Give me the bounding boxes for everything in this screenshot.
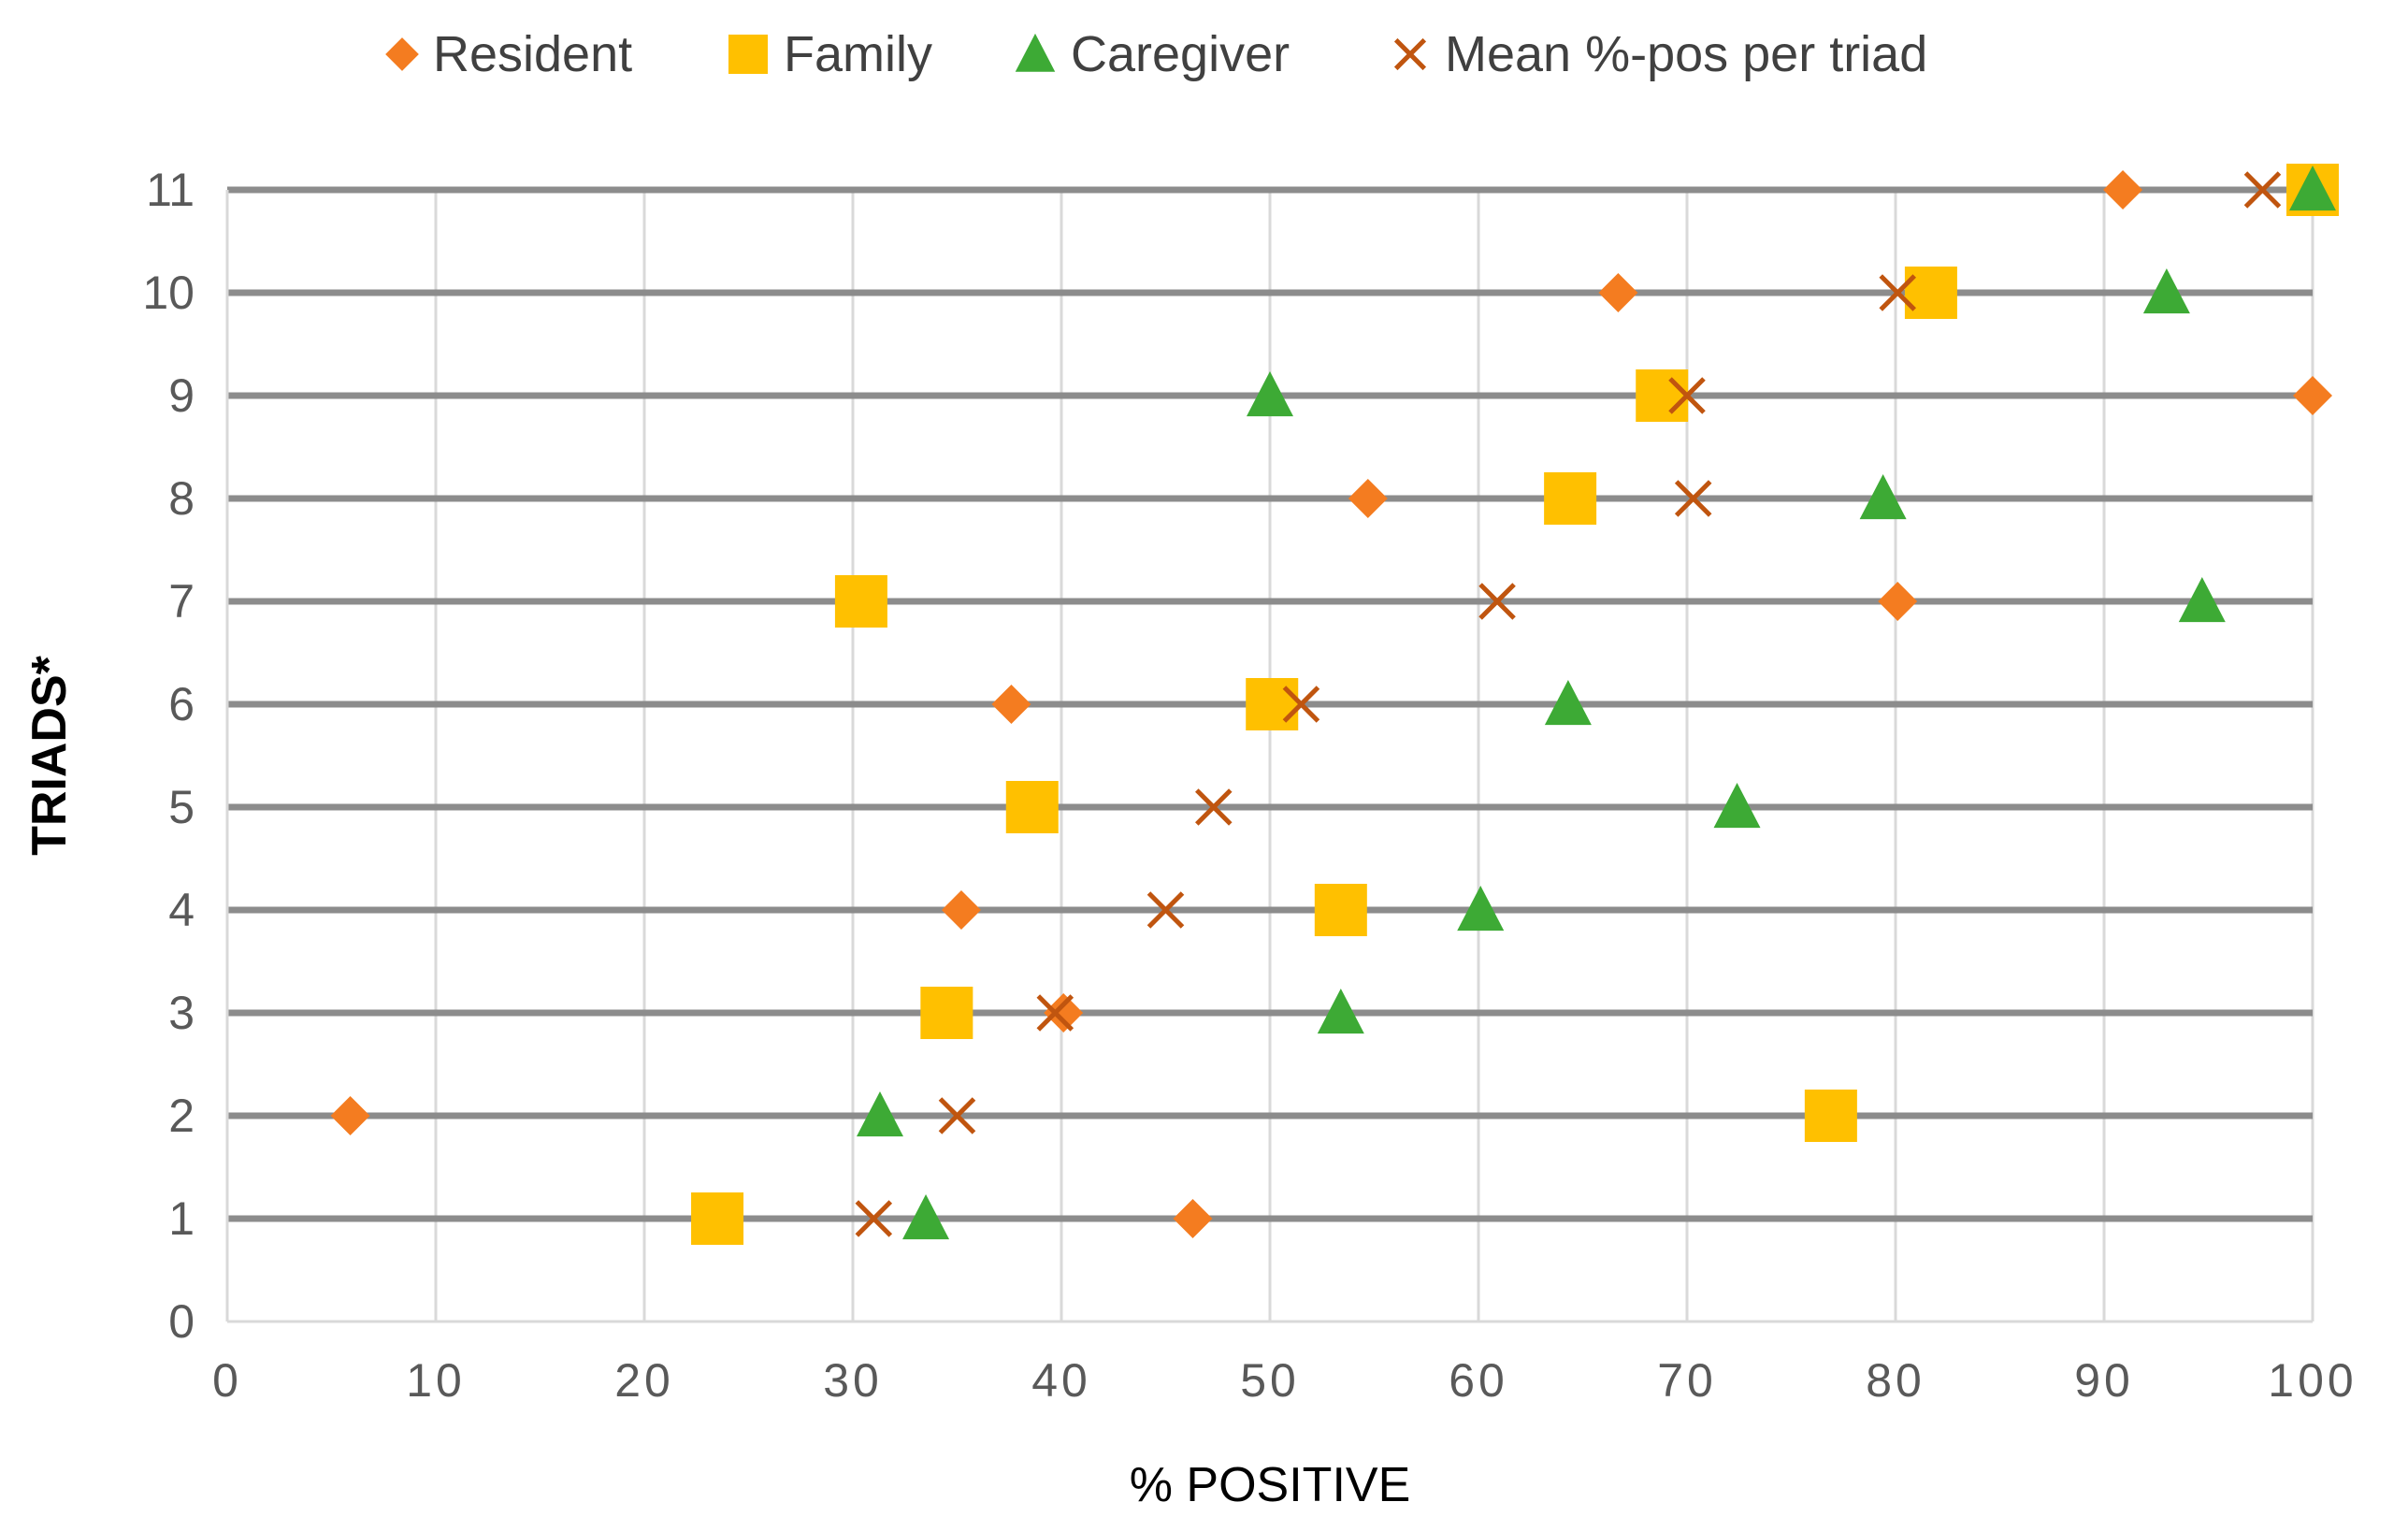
- data-point-square: [691, 1192, 744, 1245]
- x-axis-title: % POSITIVE: [1130, 1458, 1411, 1512]
- legend-entry: Caregiver: [1015, 26, 1290, 82]
- data-point-diamond: [330, 1096, 370, 1135]
- legend-label: Resident: [433, 26, 632, 82]
- data-point-x: [1478, 583, 1516, 620]
- y-tick-label: 1: [168, 1192, 195, 1245]
- data-point-triangle: [1247, 371, 1293, 417]
- series-x: [855, 171, 2282, 1237]
- data-point-triangle: [1713, 783, 1761, 829]
- y-tick-label: 10: [142, 267, 195, 319]
- y-axis-title: TRIADS*: [22, 655, 77, 856]
- legend-marker-square: [728, 35, 768, 74]
- data-point-x: [855, 1200, 893, 1237]
- x-tick-label: 80: [1866, 1354, 1925, 1407]
- data-point-square: [834, 575, 887, 628]
- data-point-diamond: [991, 685, 1031, 724]
- data-point-x: [1674, 480, 1712, 517]
- data-point-square: [1636, 369, 1689, 422]
- data-point-diamond: [1173, 1199, 1213, 1238]
- legend-marker-triangle: [1015, 33, 1056, 72]
- data-point-diamond: [1878, 582, 1918, 621]
- legend-label: Mean %-pos per triad: [1445, 26, 1927, 82]
- x-tick-label: 40: [1031, 1354, 1091, 1407]
- data-points: [330, 164, 2339, 1245]
- data-point-square: [1246, 678, 1299, 730]
- data-point-triangle: [2142, 268, 2190, 314]
- y-tick-label: 2: [168, 1090, 195, 1142]
- y-tick-label: 8: [168, 472, 195, 525]
- x-tick-label: 60: [1449, 1354, 1508, 1407]
- legend-marker-diamond: [385, 37, 419, 71]
- y-tick-label: 3: [168, 987, 195, 1039]
- data-point-x: [1036, 994, 1074, 1032]
- data-point-triangle: [2289, 166, 2336, 211]
- x-tick-label: 90: [2074, 1354, 2134, 1407]
- data-point-triangle: [902, 1194, 950, 1240]
- legend: Resident Family Caregiver Mean %-pos per tr…: [385, 26, 1927, 82]
- y-tick-label: 5: [168, 781, 195, 833]
- data-point-x: [2243, 171, 2282, 209]
- data-point-square: [1314, 884, 1367, 936]
- data-point-x: [1282, 686, 1320, 723]
- data-point-triangle: [2178, 577, 2226, 623]
- series-diamond: [330, 170, 2332, 1238]
- data-point-x: [1879, 274, 1916, 311]
- data-point-x: [938, 1097, 976, 1134]
- data-point-triangle: [1457, 886, 1505, 932]
- x-tick-label: 0: [212, 1354, 242, 1407]
- y-tick-label: 9: [168, 369, 195, 422]
- x-tick-label: 100: [2268, 1354, 2357, 1407]
- tick-labels: 0 10 20 30 40 50 60 70 80 90 100 0 1 2 3 4 5 6 7 8 9 10 11: [142, 164, 2357, 1407]
- legend-marker-x: [1393, 37, 1427, 71]
- x-tick-label: 70: [1657, 1354, 1717, 1407]
- y-tick-label: 7: [168, 575, 195, 628]
- data-point-x: [1668, 377, 1706, 414]
- grid-lines: [225, 186, 2314, 1322]
- y-tick-label: 11: [146, 164, 195, 216]
- data-point-triangle: [1859, 474, 1907, 520]
- x-tick-label: 10: [406, 1354, 466, 1407]
- series-triangle: [856, 166, 2336, 1240]
- data-point-diamond: [1598, 273, 1638, 312]
- data-point-square: [920, 987, 973, 1039]
- legend-entry: Resident: [385, 26, 632, 82]
- y-tick-label: 6: [168, 678, 195, 730]
- data-point-diamond: [1044, 993, 1084, 1033]
- data-point-triangle: [1544, 680, 1592, 726]
- y-tick-label: 0: [168, 1295, 195, 1348]
- data-point-triangle: [856, 1091, 903, 1137]
- legend-entry: Mean %-pos per triad: [1393, 26, 1927, 82]
- x-tick-label: 50: [1240, 1354, 1300, 1407]
- data-point-diamond: [941, 890, 981, 930]
- data-point-diamond: [2293, 376, 2332, 415]
- data-point-x: [1195, 788, 1233, 826]
- x-tick-label: 20: [614, 1354, 674, 1407]
- data-point-triangle: [1317, 989, 1364, 1034]
- legend-entry: Family: [728, 26, 932, 82]
- data-point-diamond: [2103, 170, 2143, 209]
- data-point-square: [1544, 472, 1597, 525]
- data-point-square: [1005, 781, 1059, 833]
- legend-label: Caregiver: [1071, 26, 1290, 82]
- axes: [225, 190, 2313, 1323]
- x-tick-label: 30: [823, 1354, 883, 1407]
- data-point-diamond: [1348, 479, 1388, 518]
- data-point-x: [1146, 891, 1185, 929]
- y-tick-label: 4: [168, 884, 195, 936]
- legend-label: Family: [784, 26, 932, 82]
- data-point-square: [1804, 1090, 1857, 1142]
